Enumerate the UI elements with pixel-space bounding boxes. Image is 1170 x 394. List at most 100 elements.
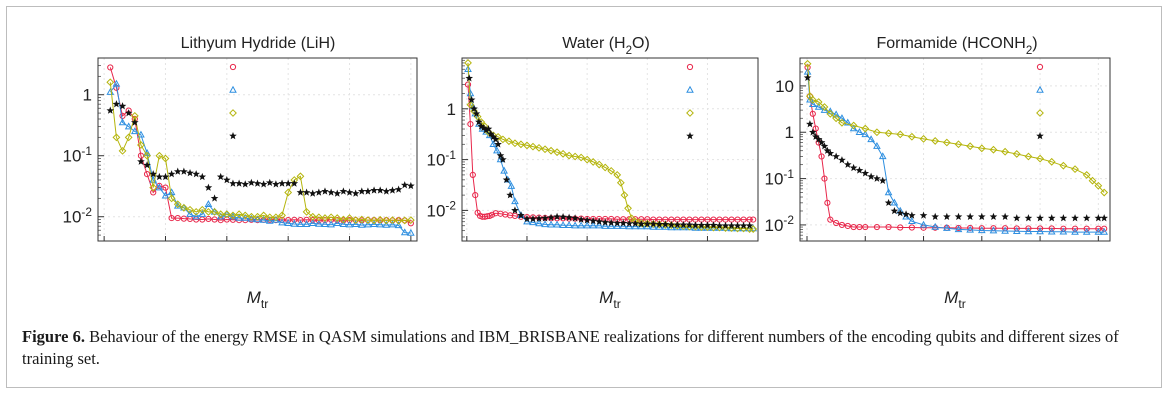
data-point (107, 64, 114, 71)
data-point (118, 118, 127, 126)
data-point (149, 183, 158, 192)
plot-frame (461, 57, 759, 242)
data-point (130, 127, 139, 135)
data-point (472, 192, 479, 199)
data-point (216, 210, 225, 219)
data-point (1100, 227, 1109, 235)
data-point (565, 151, 573, 160)
data-point (577, 215, 585, 223)
data-point (162, 184, 169, 191)
figure-frame (6, 6, 1162, 388)
data-point (253, 179, 262, 187)
data-point (308, 212, 317, 221)
data-point (484, 125, 493, 133)
data-point (1095, 225, 1102, 232)
data-point (382, 187, 391, 195)
data-point (308, 219, 317, 227)
data-point (1012, 214, 1021, 222)
data-point (613, 219, 622, 227)
data-point (547, 146, 555, 155)
data-point (470, 104, 478, 113)
data-point (697, 223, 706, 231)
data-point (211, 216, 218, 223)
data-point (750, 216, 757, 223)
legend-marker (686, 109, 694, 117)
data-point (989, 145, 998, 154)
series-black (465, 74, 754, 229)
data-point (849, 163, 858, 172)
data-point (890, 206, 899, 215)
data-point (873, 141, 881, 149)
data-point (1036, 154, 1044, 163)
data-point (511, 212, 519, 219)
data-point (278, 179, 286, 187)
data-point (808, 100, 817, 108)
data-point (715, 223, 724, 232)
data-point (559, 213, 567, 221)
data-point (833, 219, 840, 227)
data-point (824, 199, 831, 206)
data-point (613, 170, 622, 179)
data-point (803, 73, 812, 81)
data-point (321, 220, 329, 228)
data-point (861, 169, 870, 177)
data-point (977, 144, 986, 153)
data-point (179, 203, 188, 212)
data-point (838, 114, 846, 121)
data-point (192, 212, 201, 220)
data-point (494, 140, 502, 148)
data-point (691, 221, 700, 229)
legend-marker (229, 132, 237, 140)
series-line (467, 84, 754, 221)
data-point (535, 219, 543, 227)
data-point (291, 216, 298, 223)
data-point (966, 225, 974, 233)
data-point (339, 220, 348, 228)
legend-marker (686, 132, 694, 140)
data-point (487, 129, 495, 138)
data-point (407, 220, 414, 227)
plot-frame (799, 57, 1111, 242)
data-point (241, 211, 250, 220)
data-point (849, 124, 858, 132)
data-point (475, 117, 483, 126)
data-point (818, 153, 825, 160)
legend-marker (1036, 109, 1044, 117)
data-point (637, 220, 646, 228)
data-point (541, 145, 549, 154)
data-point (198, 205, 207, 214)
data-point (966, 212, 974, 220)
data-point (302, 207, 311, 216)
data-point (849, 121, 858, 130)
data-point (247, 212, 256, 221)
data-point (607, 218, 616, 227)
data-point (472, 109, 481, 117)
data-point (583, 216, 591, 224)
data-point (314, 213, 323, 222)
data-point (601, 221, 610, 229)
data-point (814, 102, 823, 110)
data-point (265, 216, 274, 224)
data-point (559, 149, 567, 158)
data-point (1047, 227, 1056, 235)
data-point (382, 216, 391, 225)
data-point (1001, 212, 1009, 220)
data-point (118, 146, 127, 155)
data-point (809, 110, 816, 117)
data-point (966, 142, 975, 151)
data-point (296, 172, 305, 181)
legend-marker (1036, 85, 1044, 93)
data-point (272, 180, 280, 188)
data-point (314, 219, 323, 227)
data-point (832, 114, 841, 123)
data-point (832, 110, 840, 118)
data-point (156, 182, 163, 190)
data-point (931, 222, 940, 230)
series-red (464, 81, 757, 223)
data-point (529, 142, 537, 151)
data-point (500, 166, 508, 174)
data-point (388, 220, 397, 228)
y-tick-label: 10-2 (427, 199, 457, 221)
data-point (499, 135, 507, 144)
data-point (709, 221, 718, 229)
